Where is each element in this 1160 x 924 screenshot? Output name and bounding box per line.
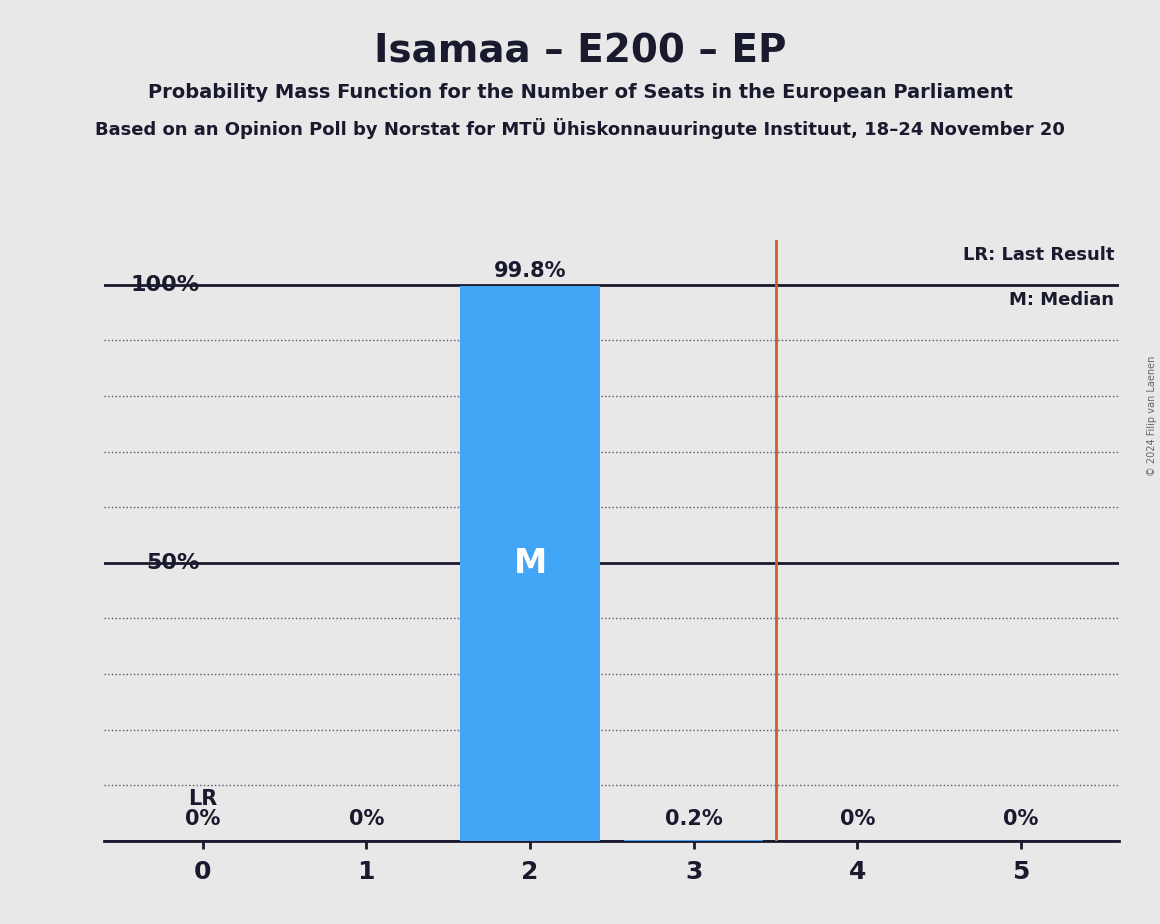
Text: 0%: 0% — [349, 808, 384, 829]
Text: LR: LR — [188, 789, 217, 809]
Text: 99.8%: 99.8% — [494, 261, 566, 282]
Text: LR: Last Result: LR: Last Result — [963, 246, 1115, 264]
Text: 0.2%: 0.2% — [665, 808, 723, 829]
Bar — [624, 840, 763, 841]
Text: 0%: 0% — [1003, 808, 1039, 829]
Text: © 2024 Filip van Laenen: © 2024 Filip van Laenen — [1147, 356, 1157, 476]
Text: M: M — [514, 547, 546, 580]
Bar — [461, 286, 600, 841]
Text: Isamaa – E200 – EP: Isamaa – E200 – EP — [374, 32, 786, 70]
Text: M: Median: M: Median — [1009, 291, 1115, 310]
Text: Based on an Opinion Poll by Norstat for MTÜ Ühiskonnauuringute Instituut, 18–24 : Based on an Opinion Poll by Norstat for … — [95, 118, 1065, 140]
Text: 0%: 0% — [184, 808, 220, 829]
Text: Probability Mass Function for the Number of Seats in the European Parliament: Probability Mass Function for the Number… — [147, 83, 1013, 103]
Text: 0%: 0% — [840, 808, 875, 829]
Text: 50%: 50% — [146, 553, 200, 573]
Text: 100%: 100% — [130, 274, 200, 295]
